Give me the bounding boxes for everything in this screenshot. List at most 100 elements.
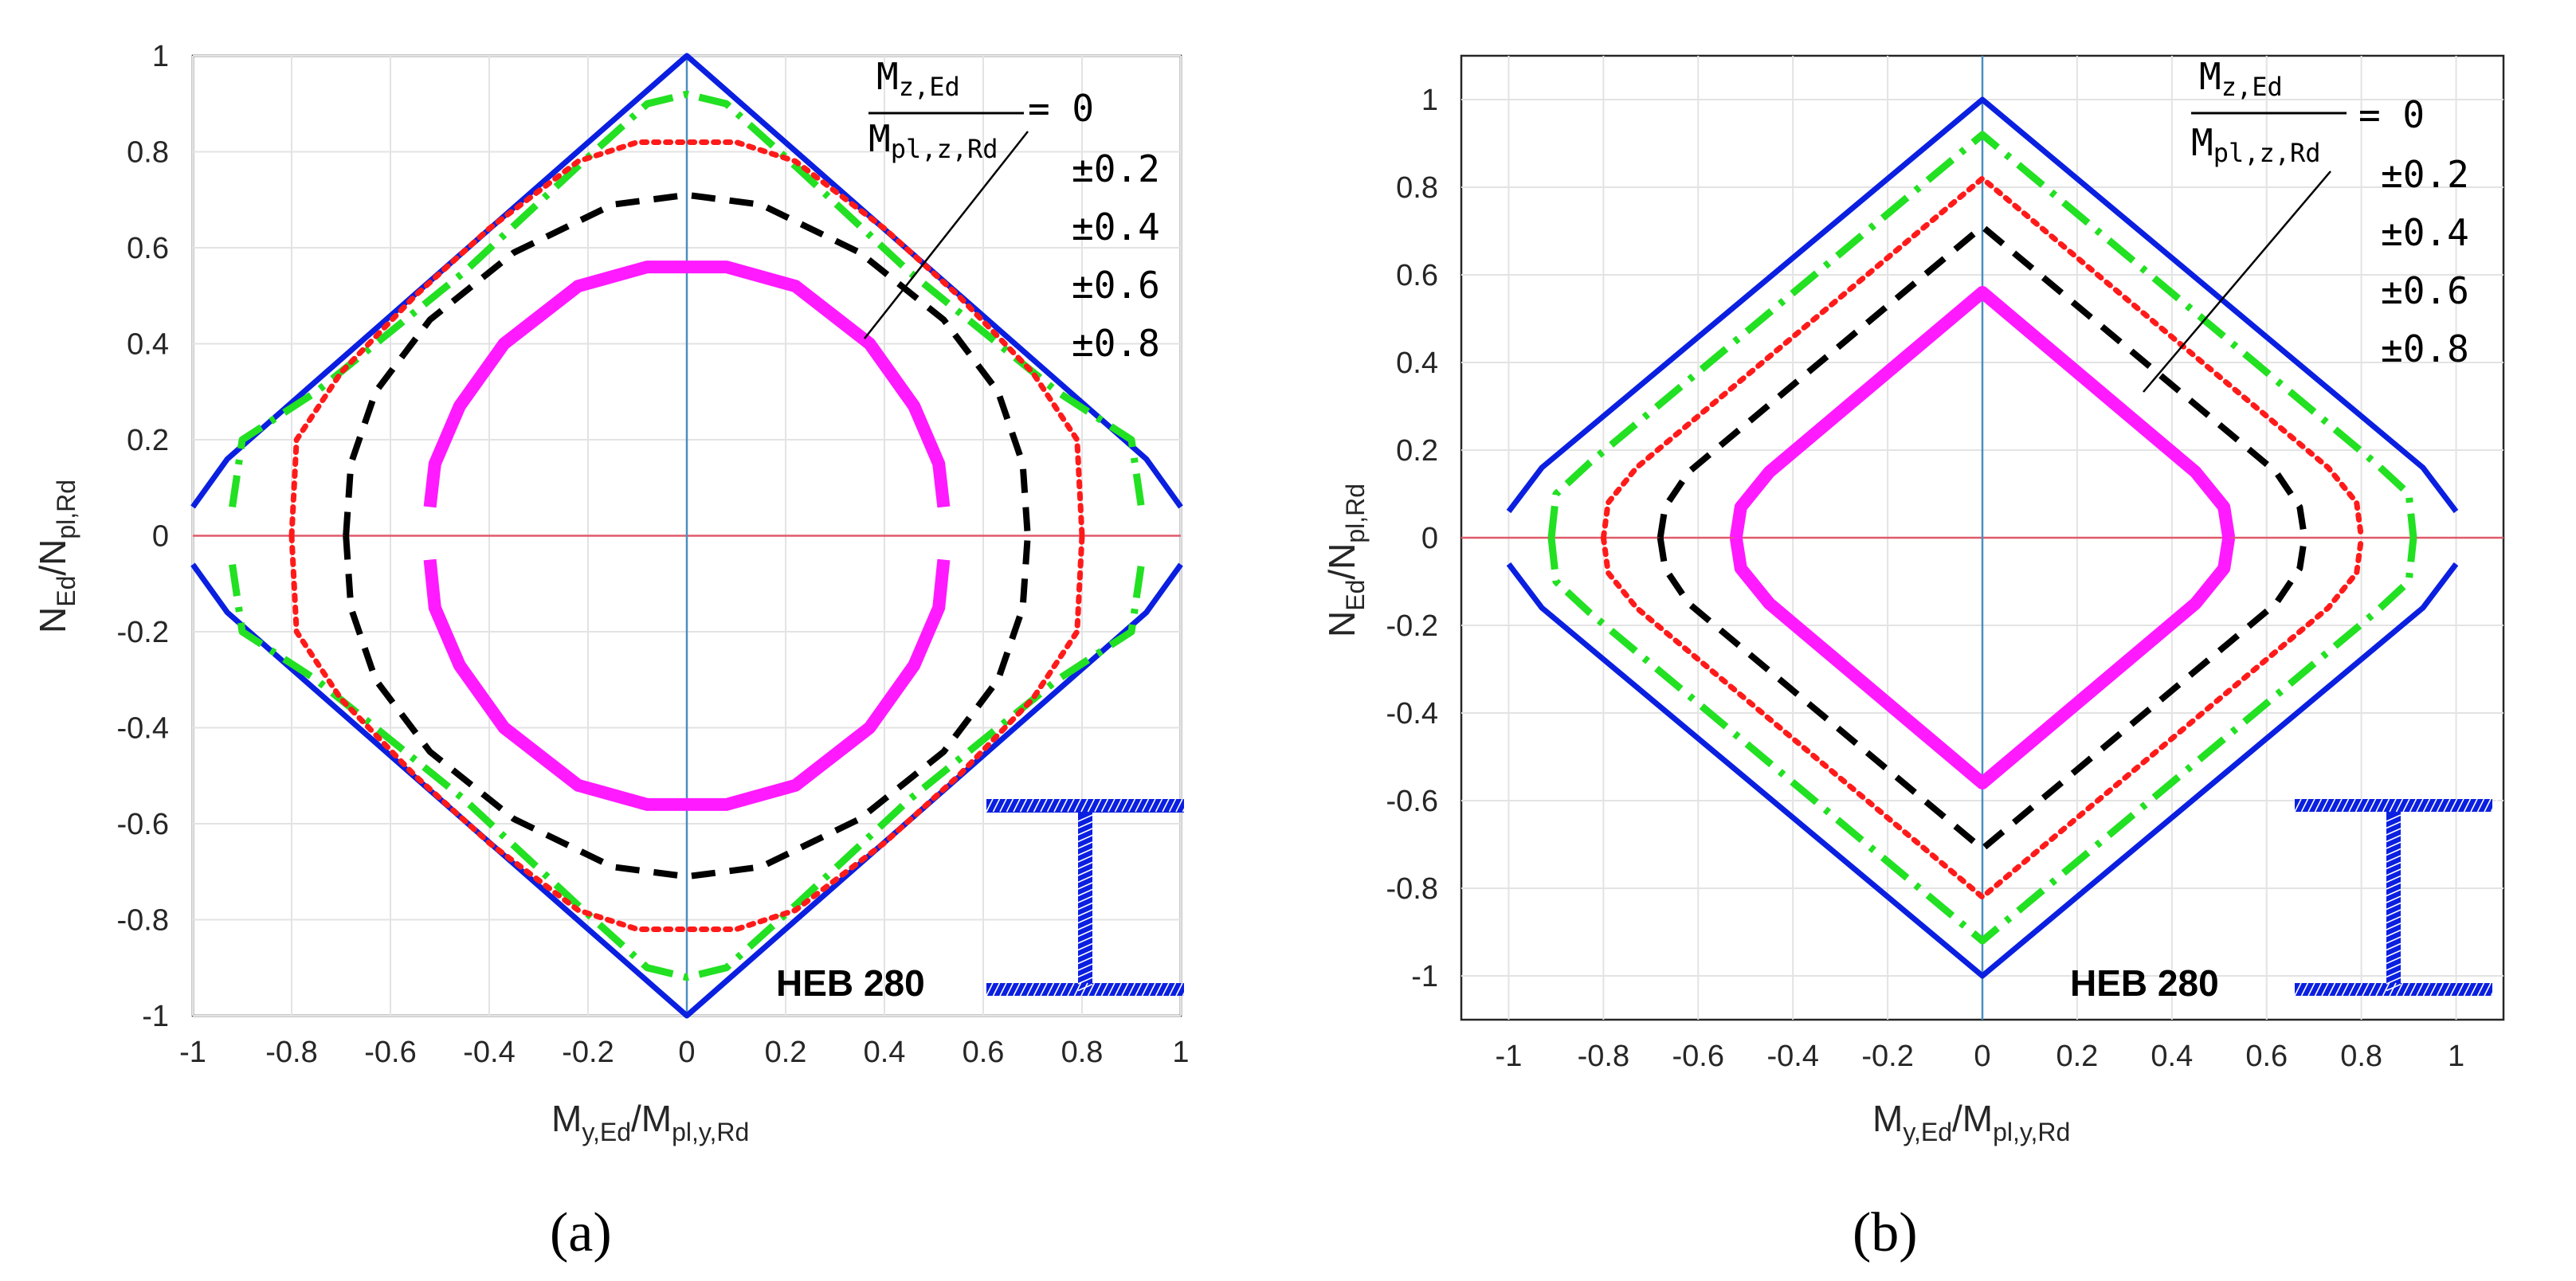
hatch-line bbox=[2443, 798, 2451, 813]
panel-a-legend-den-sub: pl,z,Rd bbox=[891, 134, 998, 164]
panel-b-series bbox=[1506, 96, 2459, 979]
hatch-line bbox=[2362, 982, 2370, 997]
hatch-line bbox=[1006, 798, 1014, 813]
hatch-line bbox=[1077, 923, 1093, 930]
panel-b-legend-den-sub: pl,z,Rd bbox=[2213, 138, 2321, 168]
y-tick-label: -0.8 bbox=[117, 904, 169, 938]
panel-a-section-label: HEB 280 bbox=[776, 962, 925, 1004]
hatch-line bbox=[1121, 982, 1129, 997]
hatch-line bbox=[1019, 982, 1028, 997]
panel-b-legend-value: ±0.8 bbox=[2381, 327, 2469, 370]
y-tick-label: -0.2 bbox=[1386, 609, 1438, 643]
hatch-line bbox=[2386, 923, 2402, 930]
panel-b-legend-value: ±0.4 bbox=[2381, 211, 2469, 254]
hatch-line bbox=[2386, 834, 2402, 843]
hatch-line bbox=[1077, 855, 1093, 863]
series-line-blue-lower bbox=[1506, 562, 2459, 979]
hatch-line bbox=[1026, 982, 1034, 997]
y-tick-label: 0.6 bbox=[127, 232, 169, 265]
hatch-line bbox=[992, 798, 1001, 813]
x-tick-label: -0.2 bbox=[1861, 1040, 1913, 1073]
hatch-line bbox=[1148, 798, 1156, 813]
panel-a-x-tick-labels: -1 -0.8 -0.6 -0.4 -0.2 0 0.2 0.4 0.6 0.8 1 bbox=[179, 1036, 1189, 1069]
hatch-line bbox=[2429, 982, 2437, 997]
hatch-line bbox=[1162, 982, 1170, 997]
hatch-line bbox=[1168, 798, 1177, 813]
hatch-line bbox=[2362, 798, 2370, 813]
hatch-line bbox=[1077, 970, 1093, 978]
hatch-line bbox=[2429, 798, 2437, 813]
hatch-line bbox=[2335, 798, 2343, 813]
panel-a-legend-value: ±0.2 bbox=[1072, 147, 1160, 190]
hatch-line bbox=[2327, 798, 2336, 813]
panel-b-legend-num-sub: z,Ed bbox=[2221, 72, 2283, 102]
hatch-line bbox=[2386, 888, 2402, 897]
x-tick-label: 0.4 bbox=[864, 1036, 906, 1069]
hatch-line bbox=[1077, 861, 1093, 870]
hatch-line bbox=[2402, 798, 2410, 813]
hatch-line bbox=[1121, 798, 1129, 813]
panel-a: -1 -0.8 -0.6 -0.4 -0.2 0 0.2 0.4 0.6 0.8 1 1 0.8 0.6… bbox=[32, 40, 1190, 1263]
hatch-line bbox=[1127, 982, 1136, 997]
panel-b-caption: (b) bbox=[1853, 1202, 1918, 1263]
hatch-line bbox=[1060, 982, 1068, 997]
hatch-line bbox=[2476, 982, 2485, 997]
hatch-line bbox=[2436, 798, 2445, 813]
hatch-line bbox=[1077, 977, 1093, 985]
hatch-line bbox=[999, 982, 1007, 997]
hatch-line bbox=[2386, 882, 2402, 890]
hatch-line bbox=[1182, 798, 1190, 813]
panel-a-zero-lines bbox=[193, 56, 1181, 1016]
hatch-line bbox=[2386, 855, 2402, 863]
hatch-line bbox=[2449, 798, 2458, 813]
series-line-magenta-upper bbox=[423, 261, 951, 508]
hatch-line bbox=[2386, 895, 2402, 903]
hatch-line bbox=[1127, 798, 1136, 813]
x-tick-label: -0.2 bbox=[562, 1036, 614, 1069]
panel-b-x-tick-labels: -1 -0.8 -0.6 -0.4 -0.2 0 0.2 0.4 0.6 0.8 1 bbox=[1496, 1040, 2465, 1073]
hatch-line bbox=[2386, 942, 2402, 951]
hatch-line bbox=[1077, 902, 1093, 911]
hatch-line bbox=[2300, 982, 2309, 997]
panel-b-legend-den: M bbox=[2191, 121, 2213, 164]
i-beam-icon bbox=[2294, 798, 2499, 997]
series-line-magenta-lower bbox=[1729, 536, 2236, 789]
hatch-line bbox=[2382, 798, 2390, 813]
panel-b-zero-lines bbox=[1461, 56, 2503, 1020]
hatch-line bbox=[1114, 982, 1123, 997]
series-line-green-upper bbox=[1547, 131, 2417, 539]
hatch-line bbox=[1053, 982, 1061, 997]
hatch-line bbox=[2402, 982, 2410, 997]
x-tick-label: 0.8 bbox=[1061, 1036, 1104, 1069]
hatch-line bbox=[1077, 821, 1093, 829]
i-beam-icon bbox=[986, 798, 1190, 997]
panel-a-legend-first-value: = 0 bbox=[1028, 87, 1094, 130]
hatch-line bbox=[2386, 841, 2402, 849]
x-tick-label: 0 bbox=[1974, 1040, 1990, 1073]
y-tick-label: -0.4 bbox=[1386, 697, 1438, 731]
svg-text:Mz,Ed: Mz,Ed bbox=[2199, 55, 2283, 102]
hatch-line bbox=[2484, 798, 2492, 813]
hatch-line bbox=[2386, 977, 2402, 985]
hatch-line bbox=[1077, 895, 1093, 903]
hatch-line bbox=[2354, 798, 2363, 813]
svg-text:Mz,Ed: Mz,Ed bbox=[876, 55, 960, 102]
hatch-line bbox=[1141, 798, 1150, 813]
hatch-line bbox=[1094, 798, 1102, 813]
panel-a-x-axis-label: My,Ed/Mpl,y,Rd bbox=[551, 1098, 749, 1146]
hatch-line bbox=[2368, 798, 2377, 813]
hatch-line bbox=[2490, 798, 2499, 813]
x-tick-label: -0.8 bbox=[1578, 1040, 1629, 1073]
hatch-line bbox=[2348, 982, 2356, 997]
panel-b-x-axis-label: My,Ed/Mpl,y,Rd bbox=[1872, 1098, 2070, 1146]
hatch-line bbox=[1046, 798, 1055, 813]
hatch-line bbox=[2490, 982, 2499, 997]
hatch-line bbox=[1135, 798, 1143, 813]
hatch-line bbox=[1175, 982, 1183, 997]
hatch-line bbox=[1108, 798, 1115, 813]
hatch-line bbox=[1040, 798, 1048, 813]
hatch-line bbox=[1077, 963, 1093, 971]
hatch-line bbox=[2294, 798, 2302, 813]
panel-b-section-label: HEB 280 bbox=[2070, 962, 2219, 1004]
